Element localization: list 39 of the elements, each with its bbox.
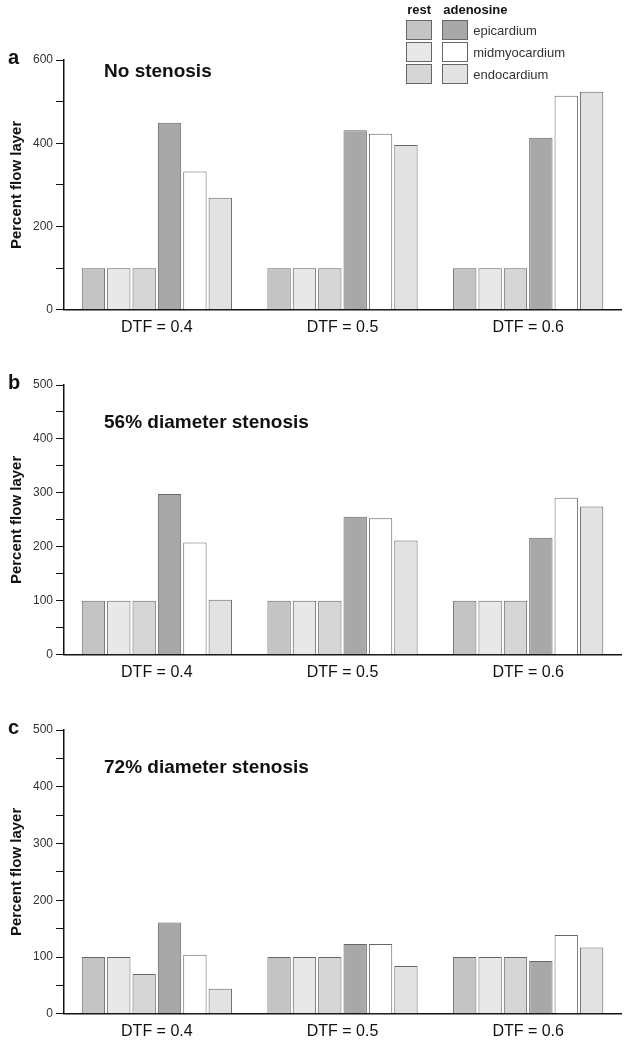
x-tick-label: DTF = 0.4 xyxy=(121,1021,193,1039)
text: a xyxy=(8,45,20,68)
y-tick-label: 0 xyxy=(46,302,54,317)
text: c xyxy=(8,715,20,738)
y-tick-label: 100 xyxy=(32,949,54,964)
y-axis-title: Percent flow layer xyxy=(7,120,25,250)
text: 72% diameter stenosis xyxy=(104,756,309,778)
text: adenosine xyxy=(443,2,509,17)
x-tick-label: DTF = 0.4 xyxy=(121,662,193,680)
y-tick-label: 400 xyxy=(32,135,54,150)
y-axis-title: Percent flow layer xyxy=(7,807,25,937)
y-tick-label: 500 xyxy=(32,377,54,392)
y-tick-label: 400 xyxy=(32,779,54,794)
y-tick-label: 200 xyxy=(32,218,54,233)
y-tick-label: 400 xyxy=(32,431,54,446)
x-tick-label: DTF = 0.6 xyxy=(492,662,565,680)
y-tick-label: 300 xyxy=(32,485,54,500)
y-tick-label: 500 xyxy=(32,722,54,737)
x-tick-label: DTF = 0.6 xyxy=(492,317,565,335)
text: midmyocardium xyxy=(473,44,565,60)
legend-label: epicardium xyxy=(473,22,538,38)
x-tick-label: DTF = 0.5 xyxy=(306,662,379,680)
chart-title: No stenosis xyxy=(104,60,212,82)
text: 56% diameter stenosis xyxy=(104,411,309,433)
text: rest xyxy=(407,2,433,17)
y-tick-label: 0 xyxy=(46,1006,54,1021)
text: b xyxy=(8,370,21,393)
y-tick-label: 0 xyxy=(46,647,54,662)
y-axis-title: Percent flow layer xyxy=(7,455,25,585)
x-tick-label: DTF = 0.4 xyxy=(121,317,193,335)
y-tick-label: 200 xyxy=(32,539,54,554)
x-tick-label: DTF = 0.5 xyxy=(306,317,379,335)
y-tick-label: 300 xyxy=(32,835,54,850)
x-tick-label: DTF = 0.5 xyxy=(306,1021,379,1039)
y-tick-label: 100 xyxy=(32,593,54,608)
x-tick-label: DTF = 0.6 xyxy=(492,1021,565,1039)
y-tick-label: 600 xyxy=(32,52,54,67)
legend-label: endocardium xyxy=(473,66,550,82)
y-tick-label: 200 xyxy=(32,892,54,907)
